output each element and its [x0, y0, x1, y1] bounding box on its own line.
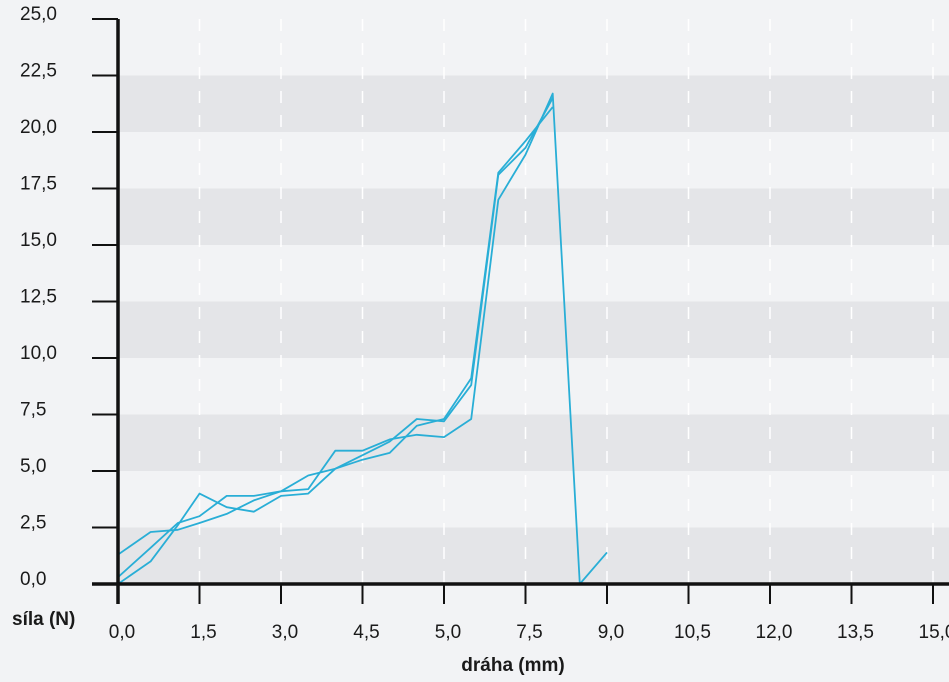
x-tick-label: 4,5: [353, 622, 379, 643]
x-tick-label: 9,0: [598, 622, 624, 643]
grid-band: [118, 245, 949, 302]
grid-band: [118, 188, 949, 245]
grid-band: [118, 358, 949, 415]
x-tick-label: 1,5: [190, 622, 216, 643]
y-tick-label: 0,0: [20, 569, 46, 590]
y-tick-label: 10,0: [20, 343, 57, 364]
series-line-3: [117, 97, 554, 585]
axes: [92, 19, 949, 604]
y-axis-label: síla (N): [12, 609, 75, 630]
y-tick-label: 15,0: [20, 230, 57, 251]
x-tick-label: 5,0: [435, 622, 461, 643]
y-tick-label: 22,5: [20, 61, 57, 82]
y-tick-label: 17,5: [20, 174, 57, 195]
x-tick-label: 12,0: [756, 622, 793, 643]
grid-band: [118, 75, 949, 132]
series-lines: [117, 92, 608, 585]
x-tick-label: 13,5: [837, 622, 874, 643]
x-axis-label: dráha (mm): [461, 655, 564, 676]
y-tick-label: 20,0: [20, 117, 57, 138]
x-axis-ticks: 0,0 1,5 3,0 4,5 5,0 7,5 9,0 10,5 12,0 13,5 15,0: [109, 584, 949, 643]
x-tick-label: 0,0: [109, 622, 135, 643]
y-tick-label: 25,0: [20, 4, 57, 25]
x-tick-label: 7,5: [516, 622, 542, 643]
grid-band: [118, 527, 949, 584]
series-line-1: [117, 92, 608, 585]
y-tick-label: 2,5: [20, 513, 46, 534]
x-tick-label: 3,0: [272, 622, 298, 643]
x-tick-label: 10,5: [674, 622, 711, 643]
y-axis-ticks: 0,0 2,5 5,0 7,5 10,0 12,5 15,0 17,5 20,0 22,5 25,0: [20, 4, 118, 590]
y-tick-label: 12,5: [20, 287, 57, 308]
x-tick-label: 15,0: [919, 622, 949, 643]
y-tick-label: 5,0: [20, 456, 46, 477]
y-tick-label: 7,5: [20, 400, 46, 421]
grid-band: [118, 19, 949, 76]
grid-band: [118, 414, 949, 471]
grid-band: [118, 132, 949, 189]
grid-bands: [118, 19, 949, 584]
grid-band: [118, 471, 949, 528]
grid-band: [118, 301, 949, 358]
